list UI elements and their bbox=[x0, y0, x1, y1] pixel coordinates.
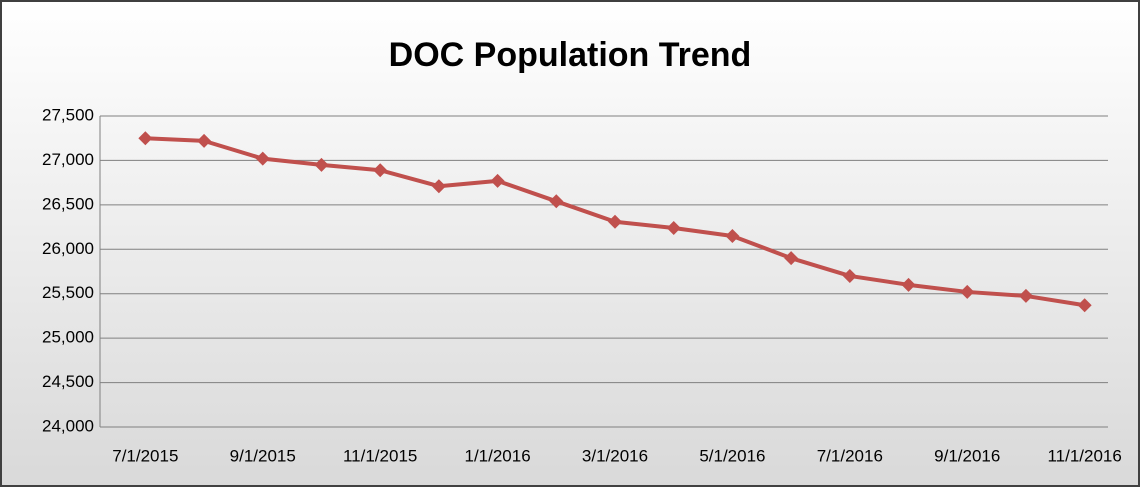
x-tick-label: 7/1/2016 bbox=[817, 446, 883, 465]
data-point bbox=[549, 194, 564, 209]
chart-title: DOC Population Trend bbox=[389, 36, 752, 74]
y-tick-label: 24,500 bbox=[42, 372, 94, 391]
data-point bbox=[490, 173, 505, 188]
x-tick-label: 11/1/2016 bbox=[1047, 446, 1121, 465]
data-point bbox=[431, 179, 446, 194]
data-point bbox=[255, 151, 270, 166]
x-tick-label: 9/1/2015 bbox=[230, 446, 296, 465]
data-point bbox=[725, 228, 740, 243]
data-point bbox=[197, 133, 212, 148]
data-point bbox=[842, 268, 857, 283]
x-tick-label: 11/1/2015 bbox=[343, 446, 417, 465]
x-tick-label: 5/1/2016 bbox=[699, 446, 765, 465]
data-point bbox=[138, 131, 153, 146]
y-tick-label: 27,000 bbox=[42, 150, 94, 169]
data-point bbox=[1077, 298, 1092, 313]
y-tick-label: 24,000 bbox=[42, 416, 94, 435]
data-point bbox=[1018, 288, 1033, 303]
x-tick-label: 1/1/2016 bbox=[464, 446, 530, 465]
data-point bbox=[784, 251, 799, 266]
y-tick-label: 25,500 bbox=[42, 283, 94, 302]
data-point bbox=[960, 284, 975, 299]
y-tick-label: 25,000 bbox=[42, 328, 94, 347]
y-tick-label: 27,500 bbox=[42, 105, 94, 124]
data-point bbox=[314, 157, 329, 172]
data-point bbox=[608, 214, 622, 229]
y-tick-label: 26,500 bbox=[42, 194, 94, 213]
data-point bbox=[666, 220, 681, 235]
x-tick-label: 9/1/2016 bbox=[934, 446, 1000, 465]
y-tick-label: 26,000 bbox=[42, 239, 94, 258]
data-point bbox=[901, 277, 916, 292]
x-tick-label: 7/1/2015 bbox=[112, 446, 178, 465]
data-point bbox=[373, 163, 388, 178]
x-tick-label: 3/1/2016 bbox=[582, 446, 648, 465]
